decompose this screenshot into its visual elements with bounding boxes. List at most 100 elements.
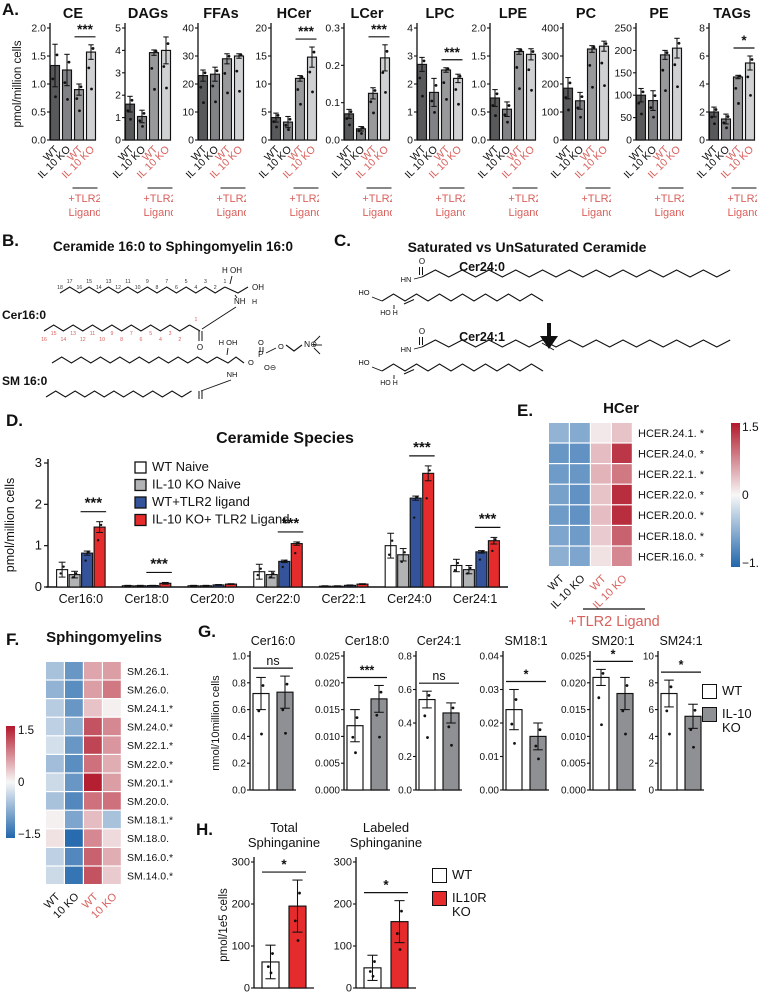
svg-text:ns: ns — [266, 654, 279, 668]
svg-text:200: 200 — [541, 79, 559, 91]
svg-text:HCER.16.0. *: HCER.16.0. * — [638, 551, 705, 563]
svg-text:***: *** — [371, 22, 388, 37]
svg-text:6: 6 — [699, 51, 705, 63]
svg-text:8: 8 — [648, 678, 654, 689]
svg-text:0.01: 0.01 — [480, 752, 500, 763]
svg-text:200: 200 — [232, 899, 250, 911]
svg-text:10: 10 — [643, 652, 655, 663]
svg-text:HCER.18.0. *: HCER.18.0. * — [638, 531, 705, 543]
svg-text:H OH: H OH — [222, 266, 242, 275]
svg-text:Cer20:0: Cer20:0 — [190, 592, 235, 606]
svg-text:DAGs: DAGs — [128, 6, 168, 22]
svg-text:0.010: 0.010 — [561, 732, 586, 743]
panel-g-legend: WT IL-10 KO — [702, 683, 759, 735]
svg-text:PC: PC — [576, 6, 597, 22]
svg-text:400: 400 — [541, 23, 559, 35]
svg-text:CE: CE — [63, 6, 83, 22]
svg-text:13: 13 — [106, 279, 112, 285]
svg-text:NH: NH — [234, 297, 246, 306]
svg-text:SM.18.0.: SM.18.0. — [127, 833, 169, 845]
svg-text:P: P — [258, 349, 264, 359]
svg-text:7: 7 — [130, 331, 133, 337]
svg-text:O: O — [197, 343, 203, 352]
svg-text:+TLR2: +TLR2 — [362, 193, 392, 205]
svg-text:3: 3 — [169, 331, 172, 337]
panel-a-charts: CE pmol/million cells 0.0 0.5 1.0 1.5 2.0 *** WT… — [12, 2, 759, 233]
svg-text:2: 2 — [178, 337, 181, 343]
svg-text:8: 8 — [699, 23, 705, 35]
svg-text:Cer22:0: Cer22:0 — [256, 592, 301, 606]
svg-text:13: 13 — [70, 331, 76, 337]
il10ko-swatch — [702, 707, 717, 722]
svg-text:SM.24.1.*: SM.24.1.* — [127, 703, 173, 715]
svg-text:10: 10 — [182, 107, 194, 119]
svg-text:6: 6 — [648, 705, 654, 716]
svg-text:10: 10 — [135, 285, 141, 291]
panel-a-label: A. — [2, 0, 19, 19]
svg-text:18: 18 — [57, 285, 63, 291]
svg-text:SM 16:0: SM 16:0 — [2, 374, 48, 388]
svg-text:***: *** — [150, 555, 168, 572]
svg-text:H OH: H OH — [219, 338, 238, 347]
svg-text:SM20:1: SM20:1 — [591, 634, 634, 648]
wt-swatch — [702, 684, 717, 699]
legend-item-wt: WT — [702, 683, 759, 699]
svg-text:LCer: LCer — [350, 6, 383, 22]
svg-text:3: 3 — [35, 455, 42, 470]
svg-text:100: 100 — [614, 90, 632, 102]
svg-text:Cer24:1: Cer24:1 — [417, 634, 462, 648]
svg-text:2: 2 — [699, 107, 705, 119]
svg-text:SM.14.0.*: SM.14.0.* — [127, 870, 173, 882]
chart-svg-g2: Cer24:1 0.0 0.2 0.4 0.6 0.8 ns — [398, 634, 462, 797]
svg-text:Cer24:0: Cer24:0 — [387, 592, 432, 606]
svg-text:+TLR2: +TLR2 — [508, 193, 538, 205]
svg-text:0: 0 — [18, 777, 24, 789]
svg-text:SM.26.1.: SM.26.1. — [127, 666, 169, 678]
svg-text:0.0: 0.0 — [31, 135, 46, 147]
svg-text:100: 100 — [334, 941, 352, 953]
svg-text:***: *** — [479, 510, 497, 527]
panel-e: E. HCer HCER.24.1. * HCER.24.0. * HCER.22.1… — [515, 397, 759, 633]
panel-e-label: E. — [517, 401, 534, 420]
chart-sm18-1: SM18:1 0.00 0.01 0.02 0.03 0.04 * — [476, 632, 552, 827]
svg-text:15: 15 — [51, 331, 57, 337]
panel-c: C. Saturated vs UnSaturated Ceramide Cer… — [334, 231, 759, 407]
svg-text:0.005: 0.005 — [315, 759, 340, 770]
panel-h-label: H. — [196, 820, 213, 839]
svg-text:1: 1 — [195, 317, 198, 323]
svg-text:0.8: 0.8 — [398, 652, 412, 663]
svg-text:0.0: 0.0 — [471, 135, 486, 147]
svg-text:1.5: 1.5 — [31, 51, 46, 63]
svg-text:HCer: HCer — [277, 6, 312, 22]
svg-text:250: 250 — [614, 23, 632, 35]
svg-text:0: 0 — [626, 135, 632, 147]
panel-g-label: G. — [198, 622, 216, 641]
panel-b: B. Ceramide 16:0 to Sphingomyelin 16:0 C… — [0, 231, 334, 407]
svg-text:LPE: LPE — [499, 6, 528, 22]
svg-text:100: 100 — [232, 941, 250, 953]
svg-text:0.03: 0.03 — [480, 685, 500, 696]
svg-text:SM.16.0.*: SM.16.0.* — [127, 852, 173, 864]
svg-text:0: 0 — [699, 135, 705, 147]
svg-text:2.0: 2.0 — [31, 23, 46, 35]
svg-text:***: *** — [444, 45, 461, 60]
svg-text:0: 0 — [261, 135, 267, 147]
svg-text:O: O — [278, 342, 284, 351]
legend-item-il10ko: IL-10 KO — [702, 706, 759, 735]
svg-text:15: 15 — [86, 279, 92, 285]
svg-text:0.5: 0.5 — [31, 107, 46, 119]
molecule-cer16-to-sm16: Cer16:0SM 16:018171615141312111098765432… — [2, 266, 322, 399]
svg-text:0: 0 — [648, 786, 654, 797]
svg-text:HN: HN — [401, 275, 412, 284]
svg-text:200: 200 — [614, 45, 632, 57]
svg-text:+TLR2: +TLR2 — [289, 193, 319, 205]
svg-text:SM.20.0.: SM.20.0. — [127, 796, 169, 808]
svg-text:17: 17 — [67, 279, 73, 285]
svg-text:1: 1 — [35, 538, 42, 553]
svg-text:IL-10 KO Naive: IL-10 KO Naive — [152, 477, 241, 492]
